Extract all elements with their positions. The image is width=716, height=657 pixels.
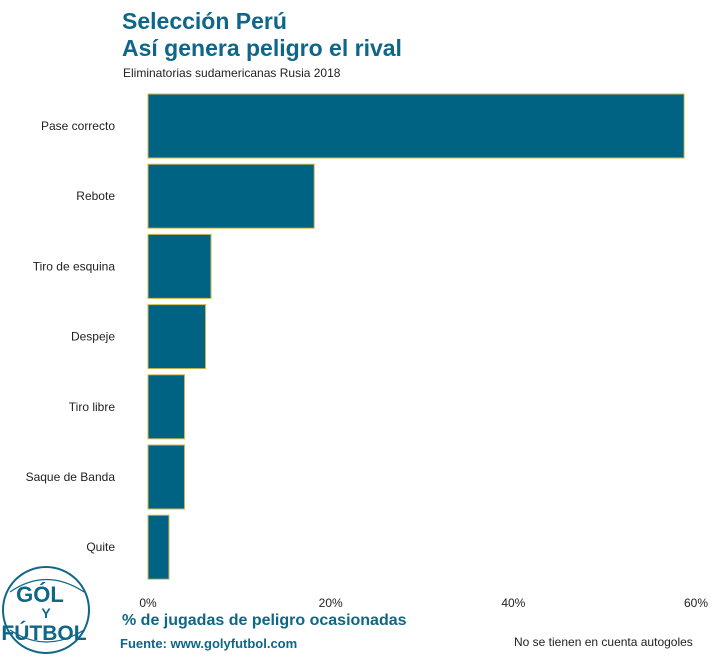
title-line-1: Selección Perú [122, 8, 287, 34]
bar [147, 233, 212, 299]
chart-title: Selección Perú Así genera peligro el riv… [122, 8, 402, 62]
logo-line-1: GÓL [16, 582, 64, 607]
category-label: Tiro libre [69, 400, 116, 414]
bar [147, 514, 170, 580]
footnote: No se tienen en cuenta autogoles [514, 635, 693, 649]
title-line-2: Así genera peligro el rival [122, 35, 402, 61]
bar [147, 304, 207, 370]
x-tick-label: 0% [139, 596, 157, 610]
logo-line-3: FÚTBOL [1, 621, 86, 645]
bar [147, 374, 186, 440]
x-axis-label: % de jugadas de peligro ocasionadas [122, 612, 407, 629]
gol-y-futbol-logo: GÓL Y FÚTBOL [1, 566, 90, 654]
bar [147, 444, 186, 510]
category-label: Rebote [76, 189, 115, 203]
category-label: Saque de Banda [26, 470, 116, 484]
logo-line-2: Y [41, 605, 51, 621]
x-tick-label: 60% [684, 596, 708, 610]
x-tick-label: 40% [501, 596, 525, 610]
category-label: Despeje [71, 330, 115, 344]
category-label: Pase correcto [41, 119, 115, 133]
bar [147, 93, 685, 159]
chart-subtitle: Eliminatorias sudamericanas Rusia 2018 [123, 66, 341, 80]
category-label: Quite [86, 540, 115, 554]
x-tick-label: 20% [319, 596, 343, 610]
category-label: Tiro de esquina [33, 259, 116, 273]
source-credit: Fuente: www.golyfutbol.com [120, 636, 298, 651]
bar [147, 163, 315, 229]
